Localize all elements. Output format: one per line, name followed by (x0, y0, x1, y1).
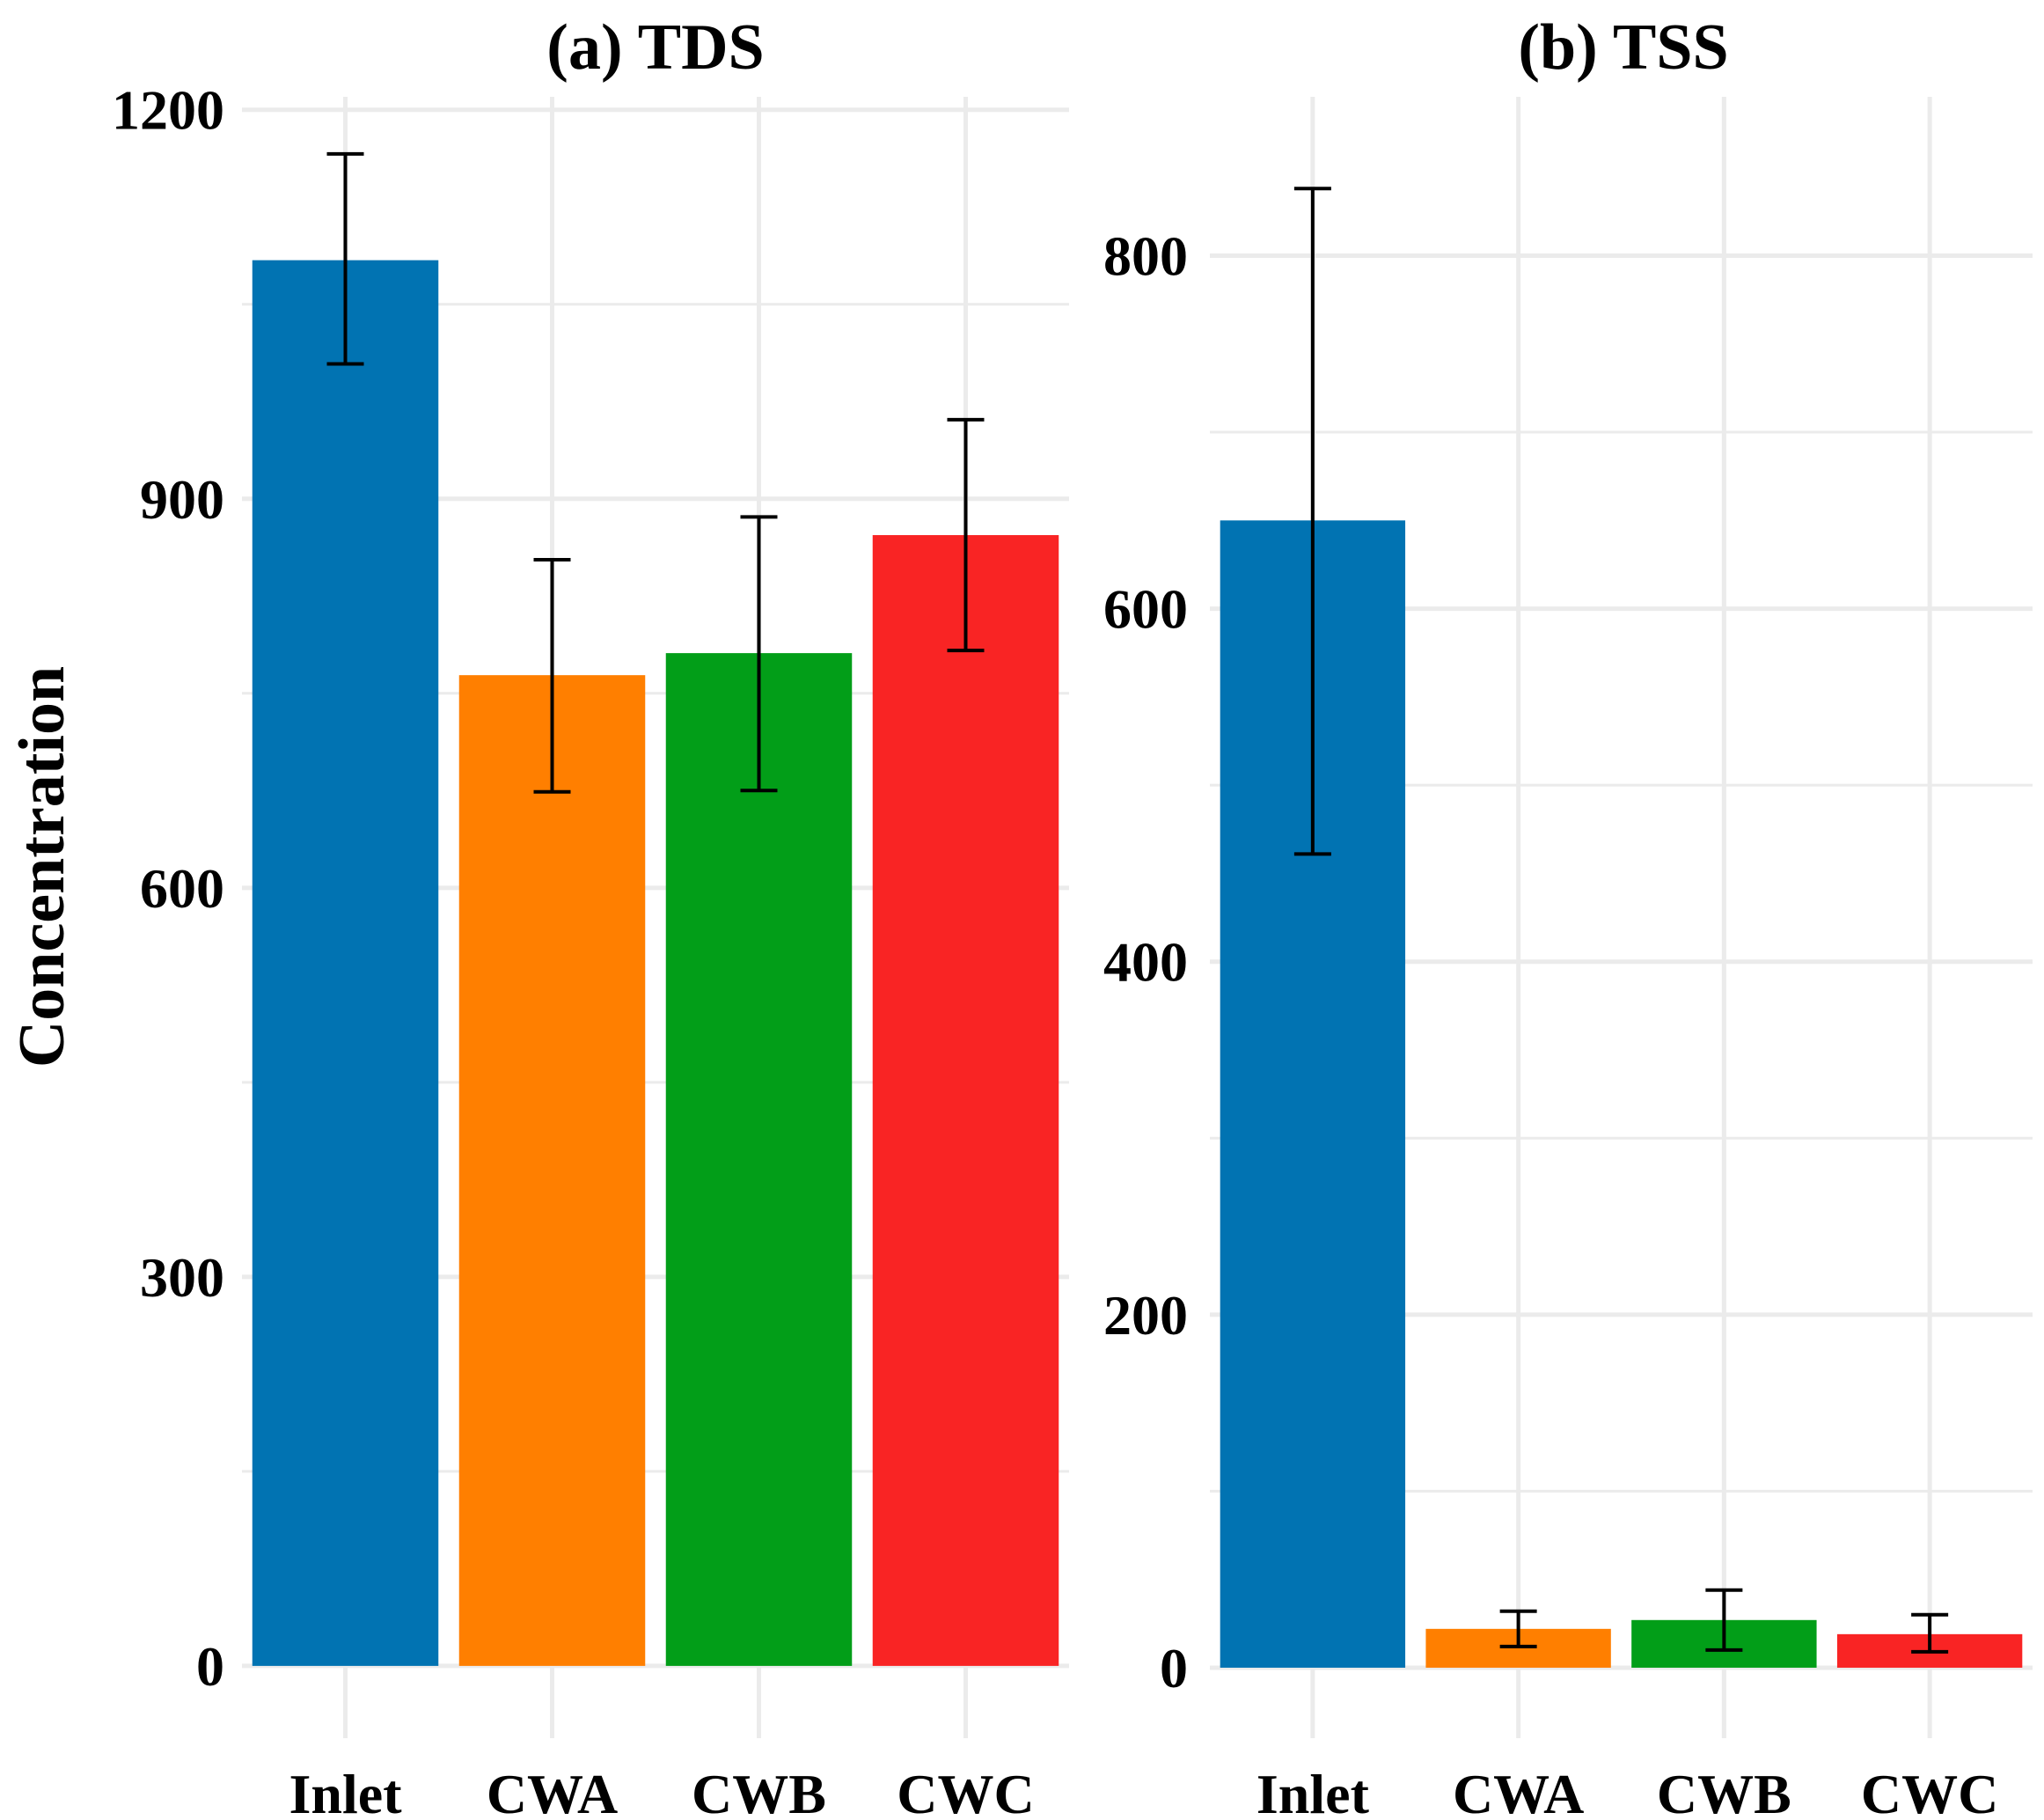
x-tick-label: CWA (1453, 1763, 1584, 1820)
x-tick-label: CWB (1657, 1763, 1791, 1820)
y-tick-label: 600 (1103, 578, 1188, 641)
y-tick-label: 1200 (112, 79, 224, 142)
y-tick-label: 0 (1160, 1637, 1188, 1699)
x-tick-label: Inlet (1256, 1763, 1370, 1820)
panel-tds: 0 300 600 900 1200 Inlet CWA CWB CWC (a) TDS (112, 11, 1069, 1820)
error-bar-inlet (1293, 187, 1331, 856)
y-axis-title: Concentration (6, 666, 78, 1068)
x-tick-label: CWC (1861, 1763, 1998, 1820)
error-bar-cwa (1499, 1609, 1537, 1648)
y-tick-label: 800 (1103, 225, 1188, 288)
bar-cwa (458, 675, 646, 1666)
x-tick-label: CWA (487, 1763, 618, 1820)
y-tick-label: 900 (140, 468, 224, 531)
x-tick-label: CWC (897, 1763, 1034, 1820)
y-tick-label: 0 (196, 1635, 224, 1698)
error-bar-cwc (1911, 1612, 1949, 1654)
bar-inlet (252, 260, 439, 1666)
panel-title: (a) TDS (546, 11, 764, 84)
y-tick-label: 300 (140, 1246, 224, 1309)
x-tick-label: CWB (692, 1763, 826, 1820)
panel-title: (b) TSS (1518, 11, 1728, 84)
error-bar-cwc (947, 417, 985, 653)
error-bar-cwb (1705, 1588, 1743, 1652)
error-bar-inlet (326, 151, 364, 366)
y-tick-label: 400 (1103, 931, 1188, 994)
error-bar-cwa (533, 558, 571, 794)
bar-cwc (872, 535, 1059, 1666)
y-tick-label: 200 (1103, 1284, 1188, 1347)
y-tick-label: 600 (140, 857, 224, 920)
x-tick-label: Inlet (289, 1763, 403, 1820)
panel-tss: 0 200 400 600 800 Inlet CWA CWB CWC (b) TSS (1103, 11, 2033, 1820)
error-bar-cwb (740, 515, 778, 793)
bar-cwb (665, 653, 853, 1666)
